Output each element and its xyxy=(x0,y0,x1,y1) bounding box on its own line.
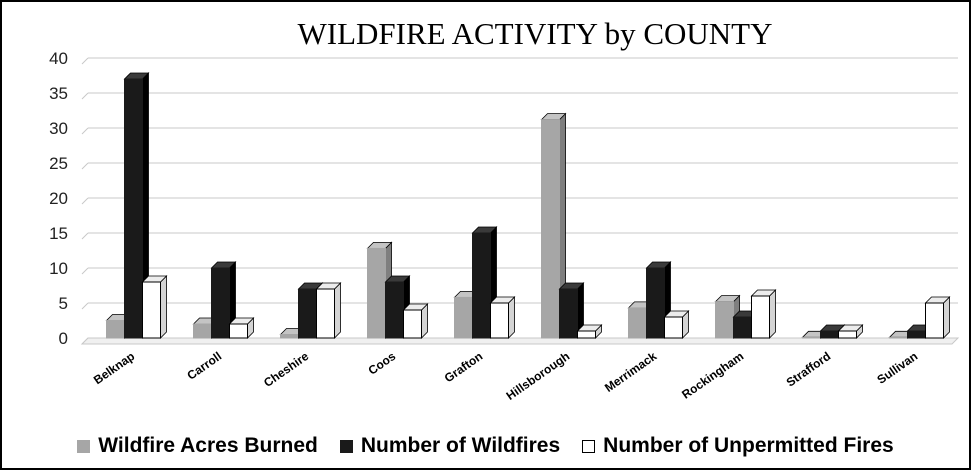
bar-front xyxy=(628,307,647,339)
x-tick-label: Belknap xyxy=(91,349,137,387)
y-tick-label: 40 xyxy=(49,49,68,68)
legend-label-wildfires: Number of Wildfires xyxy=(360,434,561,457)
y-tick-label: 0 xyxy=(59,329,68,348)
bar-front xyxy=(367,247,386,339)
bar xyxy=(315,282,342,339)
gridline-depth xyxy=(81,197,89,205)
bar-front xyxy=(316,288,335,339)
bar xyxy=(558,282,585,339)
chart-title: WILDFIRE ACTIVITY by COUNTY xyxy=(298,16,773,51)
y-tick-label: 10 xyxy=(49,259,68,278)
bar-side xyxy=(334,282,341,339)
x-axis: Belknap Carroll Cheshire Coos Grafton Hillsbo… xyxy=(91,349,920,403)
bar xyxy=(750,289,777,339)
bar-front xyxy=(298,288,317,339)
bar xyxy=(228,317,255,339)
bar-front xyxy=(889,336,908,339)
gridline-depth xyxy=(81,92,89,100)
bar-front xyxy=(733,316,752,339)
x-tick-label: Cheshire xyxy=(261,349,311,390)
gridline-depth xyxy=(81,267,89,275)
bar-front xyxy=(211,267,230,339)
legend-label-unpermitted: Number of Unpermitted Fires xyxy=(603,434,894,457)
legend-item-unpermitted: Number of Unpermitted Fires xyxy=(582,434,894,458)
bar xyxy=(489,296,516,339)
bar-front xyxy=(646,267,665,339)
bar-front xyxy=(907,330,926,339)
x-tick-label: Sullivan xyxy=(874,349,920,387)
bar xyxy=(141,275,168,339)
legend-swatch-acres xyxy=(77,439,91,453)
bar-side xyxy=(943,296,950,339)
chart-floor xyxy=(80,337,960,345)
bar-side xyxy=(508,296,515,339)
y-axis: 0 5 10 15 20 25 30 35 40 xyxy=(49,49,68,348)
bar-chart: 0 5 10 15 20 25 30 35 40 Belknap Carroll Cheshire C… xyxy=(49,16,960,403)
y-tick-label: 30 xyxy=(49,119,68,138)
bar-front xyxy=(715,301,734,339)
bar-front xyxy=(385,281,404,339)
bar-front xyxy=(142,281,161,339)
bar xyxy=(924,296,951,339)
x-tick-label: Merrimack xyxy=(602,349,659,395)
x-tick-label: Carroll xyxy=(184,349,224,383)
y-tick-label: 15 xyxy=(49,224,68,243)
bar-front xyxy=(229,323,248,339)
gridline-depth xyxy=(81,127,89,135)
bar-front xyxy=(838,330,857,339)
bar-front xyxy=(577,330,596,339)
gridline-depth xyxy=(81,232,89,240)
x-tick-label: Grafton xyxy=(442,349,486,385)
legend-item-wildfires: Number of Wildfires xyxy=(339,434,561,458)
x-tick-label: Strafford xyxy=(784,349,834,390)
bar-front xyxy=(664,316,683,339)
bar xyxy=(663,310,690,339)
y-tick-label: 20 xyxy=(49,189,68,208)
bar xyxy=(837,324,864,339)
bar-front xyxy=(403,309,422,339)
bar xyxy=(576,324,603,339)
legend: Wildfire Acres Burned Number of Wildfire… xyxy=(0,430,971,462)
bars xyxy=(105,72,951,339)
legend-label-acres: Wildfire Acres Burned xyxy=(98,434,318,457)
bar-front xyxy=(472,232,491,339)
x-tick-label: Rockingham xyxy=(679,349,746,402)
bar-front xyxy=(280,334,299,339)
gridline-depth xyxy=(81,162,89,170)
bar-front xyxy=(820,330,839,339)
bar xyxy=(210,261,237,339)
x-tick-label: Coos xyxy=(366,349,399,378)
bar-front xyxy=(124,78,143,339)
bar-front xyxy=(802,336,821,339)
bar-front xyxy=(490,302,509,339)
x-tick-label: Hillsborough xyxy=(504,349,573,403)
bar-front xyxy=(925,302,944,339)
bar xyxy=(540,112,567,339)
bar-front xyxy=(193,323,212,339)
bar-side xyxy=(769,289,776,339)
legend-swatch-unpermitted xyxy=(582,439,596,453)
legend-item-acres: Wildfire Acres Burned xyxy=(77,434,318,458)
y-tick-label: 25 xyxy=(49,154,68,173)
gridline-depth xyxy=(81,302,89,310)
bar-front xyxy=(559,288,578,339)
legend-swatch-wildfires xyxy=(339,439,353,453)
gridline-depth xyxy=(81,57,89,65)
bar-front xyxy=(751,295,770,339)
bar-front xyxy=(454,296,473,339)
bar-front xyxy=(106,320,125,339)
y-tick-label: 5 xyxy=(59,294,68,313)
y-tick-label: 35 xyxy=(49,84,68,103)
bar xyxy=(123,72,150,339)
bar-side xyxy=(160,275,167,339)
bar-front xyxy=(541,119,560,339)
bar xyxy=(402,303,429,339)
